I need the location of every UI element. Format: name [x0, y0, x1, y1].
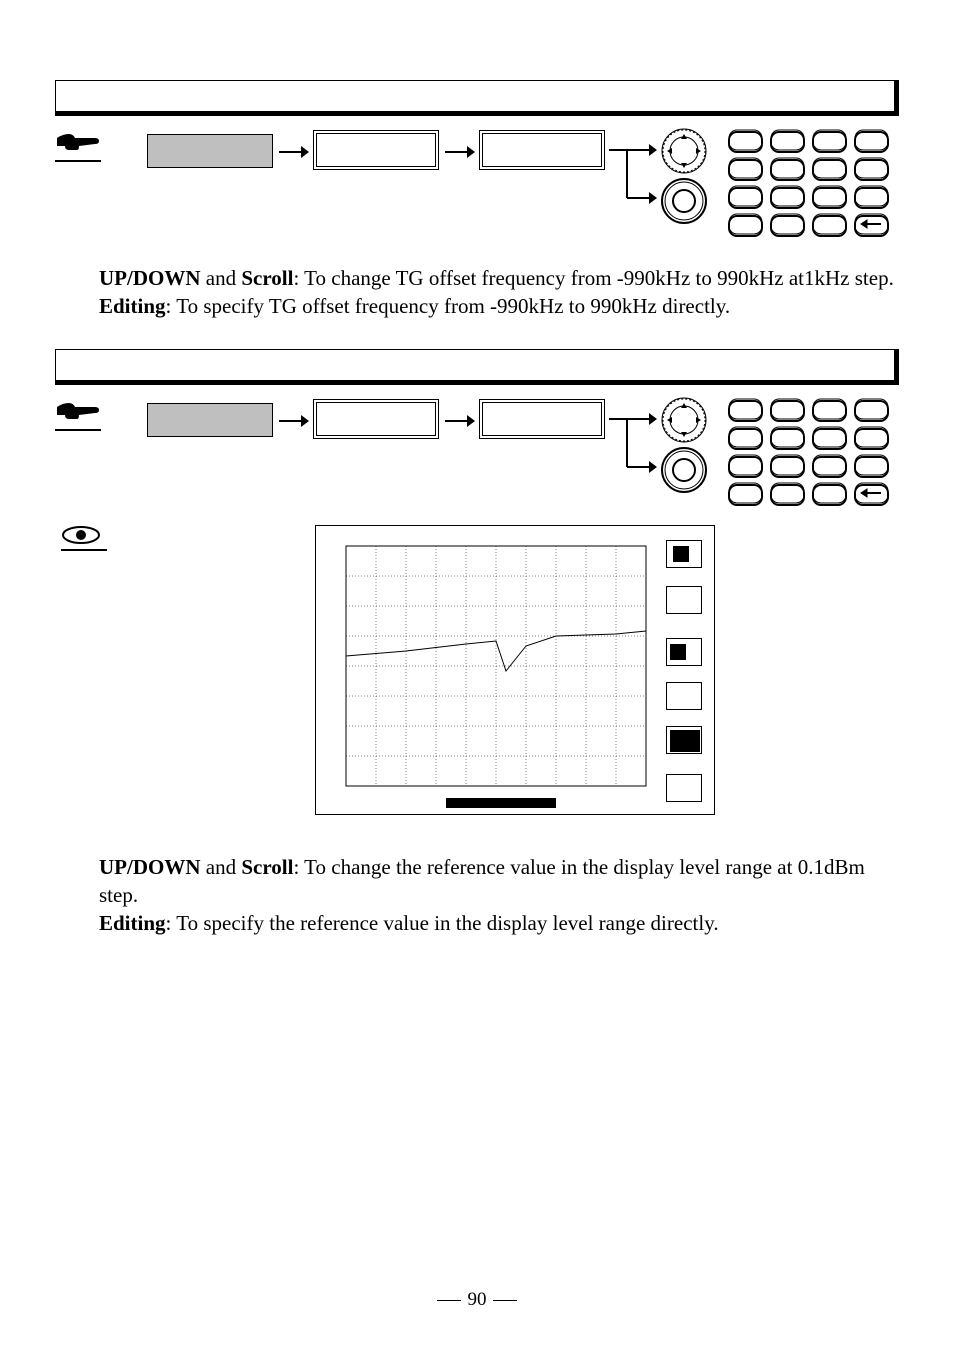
- param-box: [479, 399, 605, 439]
- marker-badge: [666, 726, 702, 754]
- bold-text: Editing: [99, 294, 166, 318]
- bold-text: Editing: [99, 911, 166, 935]
- param-box: [313, 130, 439, 170]
- arrow-right-icon: [279, 144, 309, 165]
- param-box: [313, 399, 439, 439]
- arrow-right-icon: [445, 144, 475, 165]
- softkey-gray: [147, 403, 273, 437]
- scope-row: [55, 525, 899, 835]
- pointing-hand-icon: [55, 399, 105, 428]
- description-text: UP/DOWN and Scroll: To change the refere…: [99, 853, 899, 938]
- scroll-wheel-icon: [659, 126, 709, 181]
- section-tg-offset: [55, 80, 899, 246]
- marker-badge: [666, 638, 702, 666]
- scroll-wheel-icon: [659, 395, 709, 450]
- arrow-right-icon: [445, 413, 475, 434]
- softkey-gray: [147, 134, 273, 168]
- description-text: UP/DOWN and Scroll: To change TG offset …: [99, 264, 899, 321]
- flow-row: [55, 385, 899, 515]
- bold-text: UP/DOWN: [99, 855, 201, 879]
- section-reference: [55, 349, 899, 835]
- marker-badge: [666, 682, 702, 710]
- param-box: [479, 130, 605, 170]
- flow-row: [55, 116, 899, 246]
- numeric-keypad-icon: [727, 397, 891, 514]
- jog-dial-icon: [659, 176, 709, 231]
- pointing-hand-icon: [55, 130, 105, 159]
- marker-badge: [666, 774, 702, 802]
- bold-text: Scroll: [241, 266, 293, 290]
- marker-badge: [666, 586, 702, 614]
- display-screen: [315, 525, 715, 815]
- bold-text: Scroll: [241, 855, 293, 879]
- section-header-bar: [55, 80, 899, 116]
- page-number: 90: [0, 1289, 954, 1311]
- section-header-bar: [55, 349, 899, 385]
- jog-dial-icon: [659, 445, 709, 500]
- eye-icon: [61, 525, 101, 550]
- bold-text: UP/DOWN: [99, 266, 201, 290]
- marker-badge: [666, 540, 702, 568]
- numeric-keypad-icon: [727, 128, 891, 245]
- arrow-right-icon: [279, 413, 309, 434]
